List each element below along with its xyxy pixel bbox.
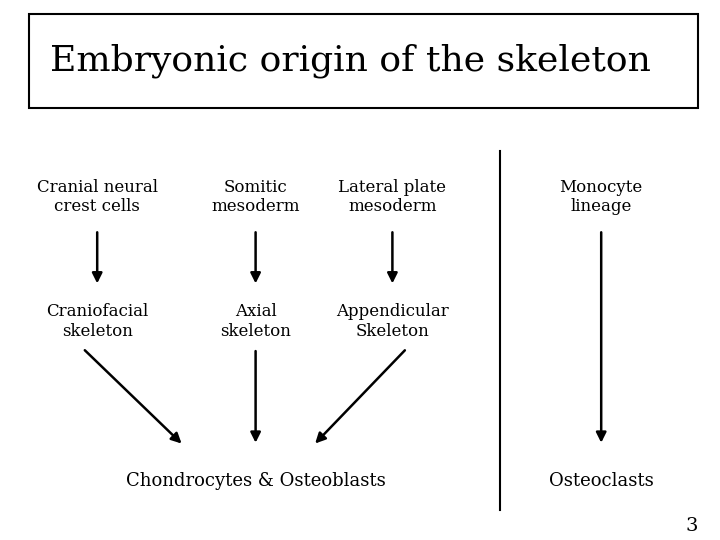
Text: Axial
skeleton: Axial skeleton bbox=[220, 303, 291, 340]
Text: Somitic
mesoderm: Somitic mesoderm bbox=[212, 179, 300, 215]
Text: Cranial neural
crest cells: Cranial neural crest cells bbox=[37, 179, 158, 215]
Text: Osteoclasts: Osteoclasts bbox=[549, 471, 654, 490]
Text: Chondrocytes & Osteoblasts: Chondrocytes & Osteoblasts bbox=[126, 471, 385, 490]
Text: Lateral plate
mesoderm: Lateral plate mesoderm bbox=[338, 179, 446, 215]
FancyBboxPatch shape bbox=[29, 14, 698, 108]
Text: Craniofacial
skeleton: Craniofacial skeleton bbox=[46, 303, 148, 340]
Text: 3: 3 bbox=[686, 517, 698, 535]
Text: Appendicular
Skeleton: Appendicular Skeleton bbox=[336, 303, 449, 340]
Text: Monocyte
lineage: Monocyte lineage bbox=[559, 179, 643, 215]
Text: Embryonic origin of the skeleton: Embryonic origin of the skeleton bbox=[50, 44, 652, 78]
